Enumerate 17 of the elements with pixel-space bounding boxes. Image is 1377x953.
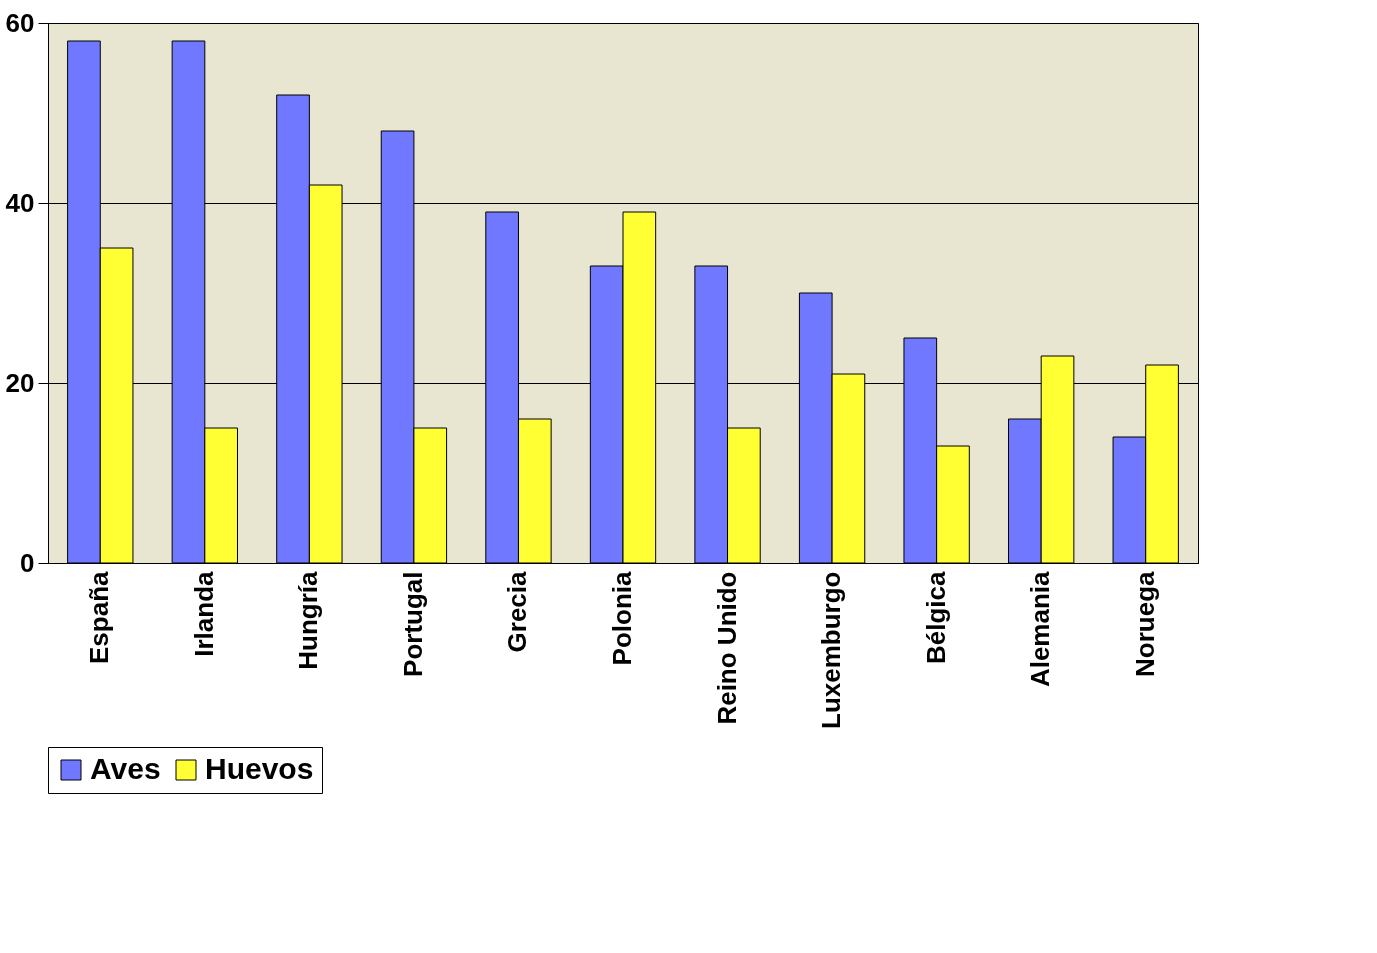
x-tick-label: Reino Unido	[711, 571, 742, 725]
y-tick-label: 0	[20, 547, 35, 578]
x-tick-label: Portugal	[397, 571, 428, 677]
x-tick-label: Alemania	[1025, 570, 1056, 688]
x-tick-label: Irlanda	[188, 570, 219, 657]
x-tick-label: Hungría	[293, 570, 324, 670]
legend-label: Huevos	[205, 752, 314, 785]
y-tick-label: 20	[5, 367, 35, 398]
x-tick-label: Grecia	[502, 570, 533, 653]
x-tick-label: Noruega	[1129, 570, 1160, 677]
x-tick-label: Polonia	[607, 570, 637, 666]
legend-label: Aves	[90, 752, 161, 785]
y-tick-label: 60	[5, 7, 35, 38]
x-tick-label: Luxemburgo	[816, 571, 847, 729]
x-tick-label: Bélgica	[920, 570, 951, 664]
x-tick-label: España	[84, 570, 115, 664]
y-tick-label: 40	[5, 187, 35, 218]
